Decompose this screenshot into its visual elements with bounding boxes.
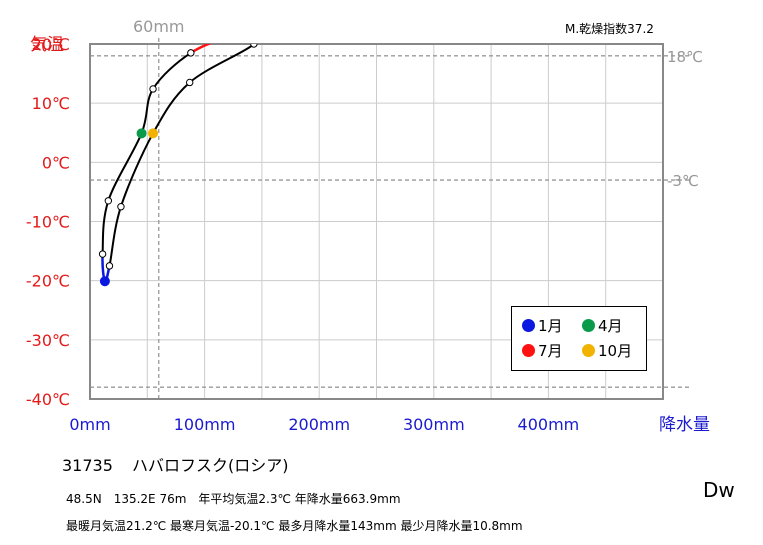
legend-label-jul: 7月: [538, 342, 563, 360]
y-tick-label: 0℃: [42, 153, 70, 172]
station-title: 31735 ハバロフスク(ロシア): [62, 452, 289, 476]
legend: 1月 4月 7月 10月: [511, 306, 647, 371]
y-tick-label: -30℃: [26, 331, 70, 350]
month-point-3: [104, 197, 113, 205]
month-point-4: [136, 128, 147, 139]
month-point-1: [99, 276, 110, 287]
dryness-index: M.乾燥指数37.2: [565, 22, 654, 36]
legend-item-jan: 1月: [522, 315, 563, 336]
x-tick-label: 100mm: [174, 415, 236, 434]
reference-label-precip: 60mm: [133, 17, 185, 36]
legend-item-apr: 4月: [582, 315, 623, 336]
y-tick-label: 20℃: [32, 35, 70, 54]
month-point-12: [105, 262, 114, 270]
x-tick-label: 300mm: [403, 415, 465, 434]
station-stats-line1: 48.5N 135.2E 76m 年平均気温2.3℃ 年降水量663.9mm: [66, 492, 401, 506]
x-axis-title: 降水量: [659, 415, 710, 435]
x-tick-label: 400mm: [518, 415, 580, 434]
reference-label-temp: 18℃: [667, 48, 703, 66]
plot-frame: [89, 43, 664, 400]
legend-label-jan: 1月: [538, 317, 563, 335]
curve-segment-10-11: [119, 132, 154, 208]
reference-label-temp: -3℃: [667, 172, 699, 190]
legend-label-apr: 4月: [598, 317, 623, 335]
month-point-9: [186, 78, 194, 87]
month-point-5: [149, 85, 157, 93]
month-point-2: [98, 250, 107, 258]
month-point-7: [228, 32, 238, 42]
curve-segment-3-4: [107, 132, 143, 202]
curve-segment-6-7: [190, 44, 212, 54]
curve-segment-8-9: [189, 44, 255, 84]
axis-labels: 20℃ 10℃ 0℃ -10℃ -20℃ -30℃ -40℃ 気温 0mm 100mm 200mm 3…: [26, 35, 710, 435]
x-tick-label: 200mm: [288, 415, 350, 434]
y-tick-label: -20℃: [26, 272, 70, 291]
x-tick-label: 0mm: [69, 415, 110, 434]
climate-code: Dw: [703, 478, 735, 502]
y-tick-label: -40℃: [26, 390, 70, 409]
y-tick-label: -10℃: [26, 213, 70, 232]
month-point-10: [148, 128, 159, 139]
curve-segment-9-10: [152, 81, 191, 134]
legend-dot-jul: [522, 344, 535, 357]
station-id: 31735: [62, 456, 113, 475]
legend-item-jul: 7月: [522, 340, 563, 361]
climograph-series: [98, 32, 258, 287]
station-name: ハバロフスク(ロシア): [132, 456, 289, 475]
station-stats-line2: 最暖月気温21.2℃ 最寒月気温-20.1℃ 最多月降水量143mm 最少月降水…: [66, 519, 523, 533]
curve-segment-2-3: [101, 200, 110, 255]
y-tick-label: 10℃: [32, 94, 70, 113]
legend-dot-oct: [582, 344, 595, 357]
month-point-11: [117, 203, 125, 211]
curve-segment-5-6: [152, 52, 192, 90]
legend-dot-apr: [582, 319, 595, 332]
month-point-6: [187, 49, 195, 57]
month-point-8: [250, 44, 258, 48]
curve-segment-7-8: [253, 44, 256, 45]
legend-dot-jan: [522, 319, 535, 332]
y-axis-title: 気温: [30, 35, 64, 55]
legend-item-oct: 10月: [582, 340, 632, 361]
legend-label-oct: 10月: [598, 342, 633, 360]
curve-segment-11-12: [108, 206, 122, 267]
